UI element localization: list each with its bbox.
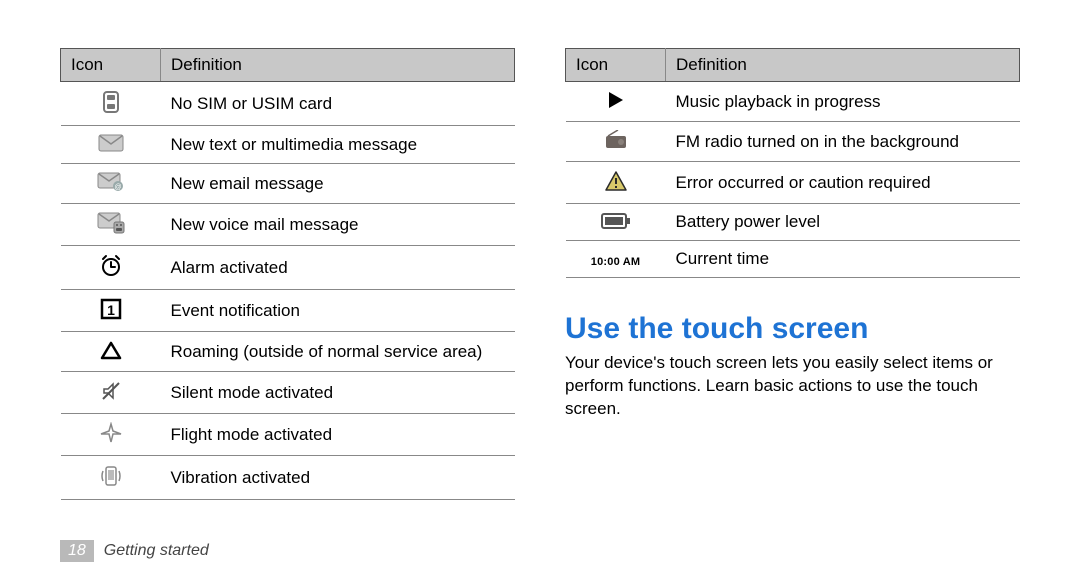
play-icon [607,90,625,110]
table-row: Battery power level [566,204,1020,241]
cell-label: Roaming (outside of normal service area) [161,332,515,372]
th-definition: Definition [666,49,1020,82]
right-column: Icon Definition Music playback in progre… [565,48,1020,586]
th-icon: Icon [566,49,666,82]
table-row: Alarm activated [61,246,515,290]
table-row: Flight mode activated [61,414,515,456]
table-row: New text or multimedia message [61,126,515,164]
icon-table-right: Icon Definition Music playback in progre… [565,48,1020,278]
cell-label: Alarm activated [161,246,515,290]
cell-label: Flight mode activated [161,414,515,456]
table-row: New voice mail message [61,204,515,246]
cell-label: Event notification [161,290,515,332]
icon-table-left: Icon Definition No SIM or USIM card New … [60,48,515,500]
cell-label: No SIM or USIM card [161,82,515,126]
table-row: Roaming (outside of normal service area) [61,332,515,372]
cell-label: Vibration activated [161,456,515,500]
svg-text:1: 1 [107,302,115,318]
chapter-name: Getting started [104,542,209,560]
section-heading: Use the touch screen [565,312,1020,346]
alarm-icon [99,254,123,278]
page: Icon Definition No SIM or USIM card New … [0,0,1080,586]
table-row: Error occurred or caution required [566,162,1020,204]
voicemail-icon [97,212,125,234]
table-row: FM radio turned on in the background [566,122,1020,162]
roaming-icon [99,340,123,360]
cell-label: Battery power level [666,204,1020,241]
flight-icon [99,422,123,444]
email-icon: @ [97,172,125,192]
cell-label: Error occurred or caution required [666,162,1020,204]
battery-icon [601,213,631,229]
event-icon: 1 [100,298,122,320]
th-definition: Definition [161,49,515,82]
table-row: 10:00 AM Current time [566,241,1020,278]
table-row: @ New email message [61,164,515,204]
message-icon [98,134,124,152]
table-row: 1 Event notification [61,290,515,332]
sim-icon [101,90,121,114]
radio-icon [604,130,628,150]
cell-label: FM radio turned on in the background [666,122,1020,162]
page-footer: 18 Getting started [60,540,209,562]
cell-label: Silent mode activated [161,372,515,414]
table-row: No SIM or USIM card [61,82,515,126]
left-column: Icon Definition No SIM or USIM card New … [60,48,515,586]
cell-label: New email message [161,164,515,204]
time-icon: 10:00 AM [591,256,641,268]
cell-label: Music playback in progress [666,82,1020,122]
vibration-icon [99,464,123,488]
table-row: Music playback in progress [566,82,1020,122]
cell-label: New voice mail message [161,204,515,246]
th-icon: Icon [61,49,161,82]
svg-text:@: @ [114,184,121,191]
cell-label: New text or multimedia message [161,126,515,164]
table-row: Vibration activated [61,456,515,500]
cell-label: Current time [666,241,1020,278]
page-number: 18 [60,540,94,562]
table-row: Silent mode activated [61,372,515,414]
warning-icon [604,170,628,192]
silent-icon [100,380,122,402]
section-body: Your device's touch screen lets you easi… [565,352,1020,421]
